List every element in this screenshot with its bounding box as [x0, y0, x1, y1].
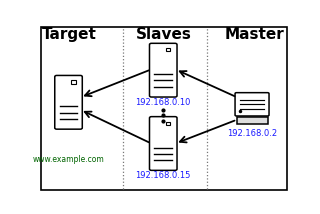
Bar	[166, 122, 170, 125]
Text: Target: Target	[42, 27, 97, 42]
Text: Slaves: Slaves	[136, 27, 192, 42]
Bar	[166, 48, 170, 51]
FancyBboxPatch shape	[149, 43, 177, 97]
FancyBboxPatch shape	[235, 93, 269, 116]
Text: 192.168.0.15: 192.168.0.15	[136, 171, 191, 180]
FancyBboxPatch shape	[149, 117, 177, 170]
Bar	[236, 117, 268, 124]
Text: 192.168.0.10: 192.168.0.10	[136, 98, 191, 107]
Text: www.example.com: www.example.com	[33, 156, 104, 165]
Text: 192.168.0.2: 192.168.0.2	[227, 129, 277, 138]
FancyBboxPatch shape	[55, 76, 82, 129]
Text: Master: Master	[225, 27, 284, 42]
Bar	[71, 80, 76, 83]
